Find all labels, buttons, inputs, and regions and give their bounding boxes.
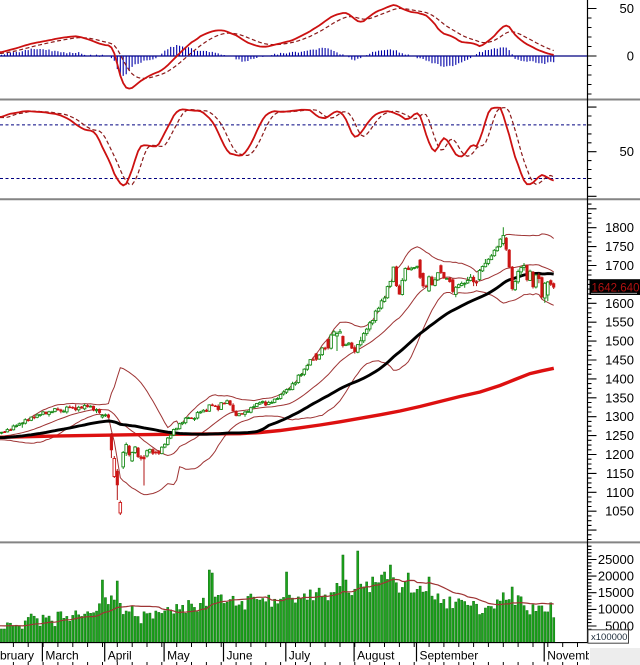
svg-text:50: 50 <box>620 144 634 159</box>
svg-text:1150: 1150 <box>606 466 634 481</box>
svg-text:August: August <box>357 649 395 663</box>
svg-text:1450: 1450 <box>605 353 634 368</box>
svg-text:April: April <box>108 649 132 663</box>
svg-text:10000: 10000 <box>598 602 634 617</box>
svg-text:1400: 1400 <box>605 371 634 386</box>
svg-text:September: September <box>420 649 479 663</box>
svg-text:1250: 1250 <box>605 428 634 443</box>
svg-text:1100: 1100 <box>606 485 634 500</box>
svg-text:February: February <box>0 649 34 663</box>
svg-text:May: May <box>167 649 190 663</box>
svg-text:1700: 1700 <box>605 258 634 273</box>
svg-text:1550: 1550 <box>605 315 634 330</box>
svg-text:1800: 1800 <box>605 220 634 235</box>
svg-text:1350: 1350 <box>605 390 634 405</box>
svg-text:25000: 25000 <box>598 552 634 567</box>
svg-text:1500: 1500 <box>605 334 634 349</box>
svg-text:x100000: x100000 <box>591 632 627 643</box>
svg-text:July: July <box>289 649 310 663</box>
svg-text:1200: 1200 <box>605 447 634 462</box>
svg-text:1750: 1750 <box>605 239 634 254</box>
svg-text:Novemb: Novemb <box>547 649 592 663</box>
svg-text:March: March <box>45 649 78 663</box>
svg-text:1050: 1050 <box>605 504 634 519</box>
svg-text:20000: 20000 <box>598 568 634 583</box>
svg-text:1600: 1600 <box>605 296 634 311</box>
svg-text:0: 0 <box>627 49 634 64</box>
svg-text:50: 50 <box>620 1 634 16</box>
svg-text:15000: 15000 <box>598 585 634 600</box>
svg-text:1642.640: 1642.640 <box>592 282 640 294</box>
svg-text:1300: 1300 <box>605 409 634 424</box>
svg-text:June: June <box>227 649 253 663</box>
